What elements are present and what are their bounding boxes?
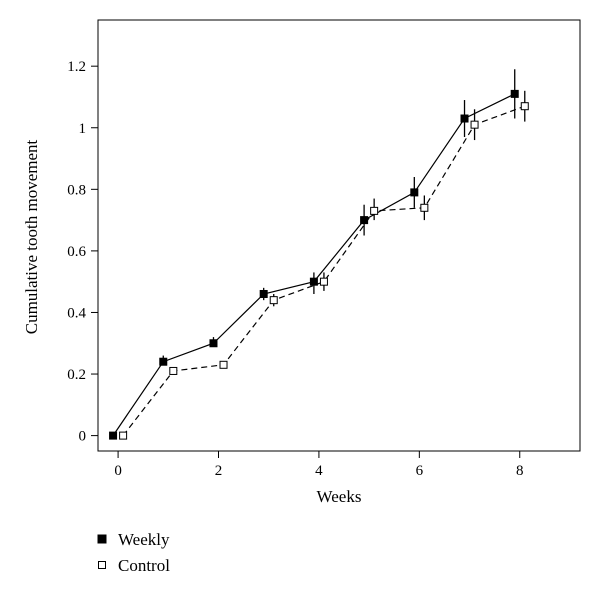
data-point [219,360,228,369]
series-layer [109,69,529,440]
data-point [410,188,419,197]
series-control [119,90,529,440]
data-point [209,339,218,348]
x-tick-label: 8 [516,463,524,479]
legend-weekly-label: Weekly [118,530,170,549]
legend-control-label: Control [118,556,170,575]
x-axis-title: Weeks [317,487,362,506]
x-tick-label: 0 [114,463,122,479]
data-point [259,289,268,298]
data-point [119,431,128,440]
legend-weekly-marker [97,534,107,544]
y-axis-title: Cumulative tooth movement [22,139,41,334]
data-point [169,366,178,375]
legend-control-marker [98,561,106,569]
y-tick-label: 0.4 [67,305,86,321]
data-point [159,357,168,366]
y-tick-label: 1.2 [67,59,86,75]
y-tick-label: 0.2 [67,367,86,383]
y-axis-ticks: 0 0.2 0.4 0.6 0.8 1 1.2 [67,59,98,445]
y-tick-label: 0 [79,429,87,445]
series-weekly [109,69,519,440]
x-tick-label: 6 [416,463,424,479]
y-tick-label: 1 [79,121,87,137]
y-tick-label: 0.6 [67,244,86,260]
data-point [460,114,469,123]
data-point [420,203,429,212]
data-point [520,102,529,111]
legend: Weekly Control [97,530,170,575]
x-tick-label: 2 [215,463,223,479]
data-point [370,206,379,215]
series-line-weekly [112,93,515,436]
data-point [309,277,318,286]
data-point [319,277,328,286]
x-tick-label: 4 [315,463,323,479]
data-point [109,431,118,440]
plot-area-frame [97,19,581,452]
data-point [269,296,278,305]
y-tick-label: 0.8 [67,182,86,198]
data-point [510,89,519,98]
series-line-control [122,105,525,436]
x-axis-ticks: 0 2 4 6 8 [114,451,524,479]
data-point [470,120,479,129]
